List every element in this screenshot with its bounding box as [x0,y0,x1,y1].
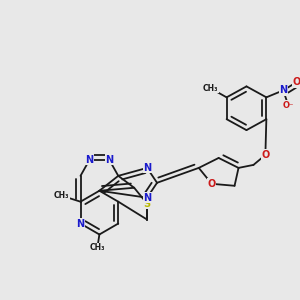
Text: CH₃: CH₃ [203,84,218,93]
Text: N: N [143,193,151,203]
Text: S: S [143,199,151,209]
Text: CH₃: CH₃ [54,191,69,200]
Text: N: N [105,155,113,165]
Text: N: N [279,85,287,95]
Text: O⁻: O⁻ [283,101,294,110]
Text: O: O [292,77,300,87]
Text: CH₃: CH₃ [90,243,105,252]
Text: N: N [85,155,94,165]
Text: O: O [208,179,216,189]
Text: O: O [261,150,269,160]
Text: N: N [76,218,85,229]
Text: N: N [143,163,151,173]
